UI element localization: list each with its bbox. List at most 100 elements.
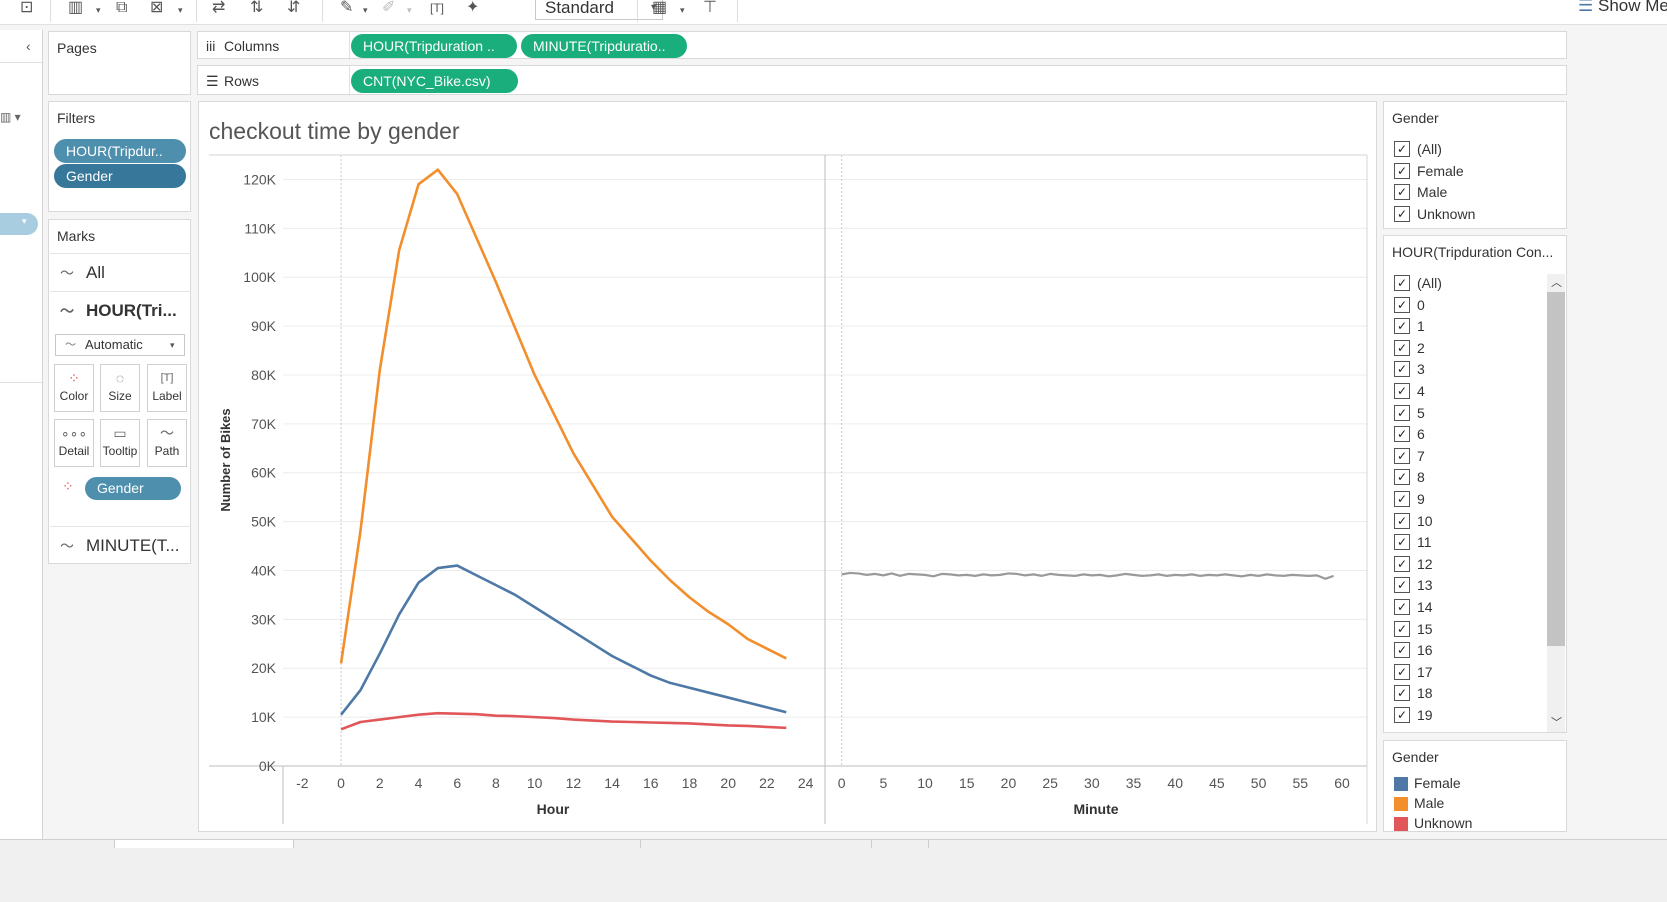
color-button[interactable]: ⁘ Color [54,364,94,412]
checkbox[interactable]: ✓ [1394,447,1410,464]
chevron-up-icon[interactable]: ︿ [1551,277,1562,289]
row-pill-count[interactable]: CNT(NYC_Bike.csv) [351,69,518,93]
filter-pill-hour[interactable]: HOUR(Tripdur.. [54,139,186,163]
marks-row-hour[interactable]: 〜 HOUR(Tri... [50,291,191,330]
hour-filter-option[interactable]: ✓ 9 [1384,490,1544,510]
chevron-down-icon[interactable]: ﹀ [1551,717,1562,729]
hour-filter-option[interactable]: ✓ 15 [1384,620,1544,640]
highlight-icon[interactable]: ✎ [340,0,354,16]
hour-filter-option[interactable]: ✓ 13 [1384,576,1544,596]
gender-filter-option[interactable]: ✓ Female [1384,162,1544,182]
attach-icon[interactable]: ✐ [382,0,396,16]
hour-filter-option[interactable]: ✓ 17 [1384,663,1544,683]
checkbox[interactable]: ✓ [1394,184,1410,201]
pin-icon[interactable]: ✦ [466,0,480,16]
view-options-icon[interactable]: ▥ ▾ [0,110,21,124]
label-button[interactable]: [T] Label [147,364,187,412]
pages-shelf[interactable]: Pages [48,31,191,95]
legend-swatch[interactable] [1394,797,1408,811]
checkbox[interactable]: ✓ [1394,318,1410,335]
legend-label[interactable]: Female [1414,775,1461,791]
chevron-down-icon[interactable]: ▾ [363,5,368,15]
chevron-down-icon[interactable]: ▾ [178,5,183,15]
mark-type-dropdown[interactable]: 〜 Automatic ▾ [55,334,185,356]
text-label-icon[interactable]: [T] [430,1,444,15]
hour-filter-option[interactable]: ✓ (All) [1384,274,1544,294]
chevron-down-icon[interactable]: ▾ [680,5,685,15]
clear-sheet-icon[interactable]: ⊠ [150,0,164,16]
show-me-button[interactable]: ☰ Show Me [1578,0,1667,16]
new-chart-icon[interactable]: ▥ [68,0,84,16]
hour-filter-option[interactable]: ✓ 12 [1384,555,1544,575]
filters-shelf[interactable]: Filters HOUR(Tripdur.. Gender [48,101,191,212]
hour-filter-option[interactable]: ✓ 10 [1384,512,1544,532]
fit-dropdown[interactable]: Standard ▾ [535,0,663,20]
checkbox[interactable]: ✓ [1394,685,1410,702]
size-button[interactable]: ◌ Size [100,364,140,412]
field-pill-collapsed[interactable]: ▾ [0,213,38,235]
hour-filter-option[interactable]: ✓ 7 [1384,447,1544,467]
hour-filter-option[interactable]: ✓ 19 [1384,706,1544,726]
checkbox[interactable]: ✓ [1394,642,1410,659]
series-line-unknown[interactable] [340,711,787,731]
legend-label[interactable]: Male [1414,795,1445,811]
checkbox[interactable]: ✓ [1394,599,1410,615]
path-button[interactable]: 〜 Path [147,419,187,467]
gender-filter-option[interactable]: ✓ Male [1384,183,1544,203]
bar-chart-icon[interactable]: ▦ [652,0,668,16]
sort-descending-icon[interactable]: ⇵ [287,0,301,16]
columns-shelf[interactable]: iii Columns HOUR(Tripduration .. MINUTE(… [197,31,1567,60]
checkbox[interactable]: ✓ [1394,707,1410,723]
gender-filter-option[interactable]: ✓ Unknown [1384,205,1544,225]
marks-row-all[interactable]: 〜 All [50,253,191,292]
scrollbar-thumb[interactable] [1547,292,1565,646]
marks-row-minute[interactable]: 〜 MINUTE(T... [50,526,191,565]
column-pill-hour[interactable]: HOUR(Tripduration .. [351,34,517,58]
hour-filter-option[interactable]: ✓ 18 [1384,684,1544,704]
hour-filter-option[interactable]: ✓ 11 [1384,533,1544,553]
sheet-tab-active[interactable] [114,840,294,848]
hour-filter-option[interactable]: ✓ 2 [1384,339,1544,359]
hour-filter-option[interactable]: ✓ 1 [1384,317,1544,337]
chevron-down-icon[interactable]: ▾ [407,5,412,15]
series-line-all[interactable] [841,571,1335,580]
chevron-down-icon[interactable]: ▾ [96,5,101,15]
hour-filter-option[interactable]: ✓ 8 [1384,468,1544,488]
checkbox[interactable]: ✓ [1394,383,1410,399]
collapse-left-icon[interactable]: ‹ [26,38,31,54]
series-line-male[interactable] [339,168,787,664]
checkbox[interactable]: ✓ [1394,275,1410,291]
scrollbar[interactable]: ︿ ﹀ [1547,274,1565,732]
hour-filter-option[interactable]: ✓ 3 [1384,360,1544,380]
hour-filter-option[interactable]: ✓ 6 [1384,425,1544,445]
column-pill-minute[interactable]: MINUTE(Tripduratio.. [521,34,687,58]
series-line-female[interactable] [340,564,787,716]
hour-filter-option[interactable]: ✓ 4 [1384,382,1544,402]
checkbox[interactable]: ✓ [1394,296,1410,313]
gender-filter-option[interactable]: ✓ (All) [1384,140,1544,160]
hour-filter-option[interactable]: ✓ 14 [1384,598,1544,618]
checkbox[interactable]: ✓ [1394,577,1410,594]
checkbox[interactable]: ✓ [1394,141,1410,157]
checkbox[interactable]: ✓ [1394,663,1410,680]
checkbox[interactable]: ✓ [1394,469,1410,486]
new-sheet-icon[interactable]: ⊡ [20,0,34,16]
checkbox[interactable]: ✓ [1394,534,1410,551]
checkbox[interactable]: ✓ [1394,555,1410,572]
color-pill-gender[interactable]: Gender [85,477,181,500]
checkbox[interactable]: ✓ [1394,361,1410,378]
hour-filter-option[interactable]: ✓ 0 [1384,296,1544,316]
legend-swatch[interactable] [1394,817,1408,831]
checkbox[interactable]: ✓ [1394,620,1410,637]
presentation-icon[interactable]: ⊤ [703,0,717,16]
sort-ascending-icon[interactable]: ⇅ [250,0,264,16]
duplicate-icon[interactable]: ⧉ [116,0,128,16]
tooltip-button[interactable]: ▭ Tooltip [100,419,140,467]
filter-pill-gender[interactable]: Gender [54,164,186,188]
legend-swatch[interactable] [1394,777,1408,791]
checkbox[interactable]: ✓ [1394,404,1410,421]
hour-filter-option[interactable]: ✓ 16 [1384,641,1544,661]
checkbox[interactable]: ✓ [1394,512,1410,529]
checkbox[interactable]: ✓ [1394,339,1410,356]
checkbox[interactable]: ✓ [1394,206,1410,223]
